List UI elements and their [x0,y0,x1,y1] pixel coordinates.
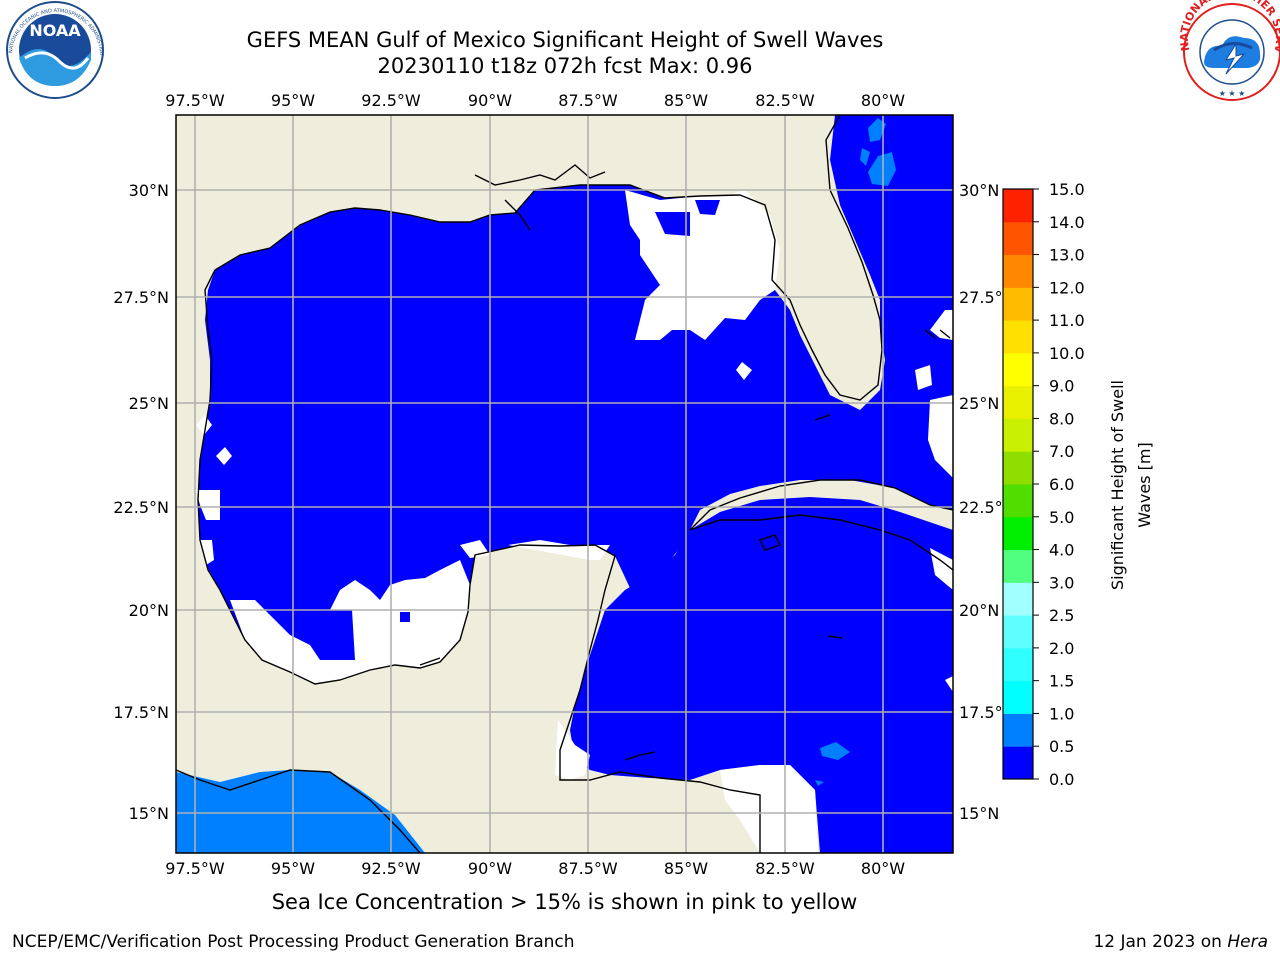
colorbar-tick-label: 10.0 [1049,344,1085,363]
colorbar-segment [1003,582,1033,616]
colorbar-segment [1003,484,1033,518]
forecast-subtitle: 20230110 t18z 072h fcst Max: 0.96 [377,54,753,78]
machine-name: Hera [1227,932,1268,952]
colorbar-tick-label: 1.5 [1049,672,1074,691]
lat-labels-left: 30°N 27.5°N 25°N 22.5°N 20°N 17.5°N 15°N [113,181,169,823]
lat-label: 27.5°N [959,288,1015,307]
colorbar-segment [1003,320,1033,354]
map-frame [175,114,954,854]
colorbar-tick-label: 9.0 [1049,377,1074,396]
lat-label: 17.5°N [113,703,169,722]
svg-text:NATIONAL WEATHER SERVICE: NATIONAL WEATHER SERVICE [0,0,1280,55]
colorbar-label-line2: Waves [m] [1135,442,1154,527]
colorbar-segment [1003,189,1033,223]
svg-text:★ ★ ★: ★ ★ ★ [1219,89,1246,98]
lat-label: 15°N [959,804,999,823]
lon-labels-top: 97.5°W 95°W 92.5°W 90°W 87.5°W 85°W 82.5… [165,91,905,110]
colorbar-tick-label: 5.0 [1049,508,1074,527]
lat-label: 20°N [129,601,169,620]
colorbar-tick-label: 14.0 [1049,213,1085,232]
lon-label: 90°W [468,859,512,878]
caribbean-swell-field [570,497,953,853]
lat-label: 22.5°N [113,498,169,517]
colorbar: 0.0 0.5 1.0 1.5 2.0 2.5 3.0 4.0 5.0 6.0 7.0 8.0 9.0 1… [1002,180,1085,789]
lon-label: 97.5°W [165,91,225,110]
colorbar-tick-label: 1.0 [1049,704,1074,723]
colorbar-tick-label: 12.0 [1049,278,1085,297]
colorbar-tick-label: 4.0 [1049,541,1074,560]
colorbar-tick-label: 11.0 [1049,311,1085,330]
no-data-patches-east [555,310,953,853]
colorbar-tick-label: 0.5 [1049,737,1074,756]
colorbar-segment [1003,287,1033,321]
lon-label: 82.5°W [755,859,815,878]
lat-label: 25°N [959,394,999,413]
nws-ring-text: NATIONAL WEATHER SERVICE [0,0,1280,55]
lat-label: 30°N [129,181,169,200]
nws-logo: NATIONAL WEATHER SERVICE ★ ★ ★ [0,0,1280,101]
colorbar-tick-label: 2.0 [1049,639,1074,658]
colorbar-segment [1003,549,1033,583]
colorbar-tick-label: 2.5 [1049,606,1074,625]
lon-label: 80°W [861,859,905,878]
colorbar-segment [1003,713,1033,747]
lon-label: 92.5°W [361,859,421,878]
lon-label: 85°W [664,91,708,110]
lon-labels-bottom: 97.5°W 95°W 92.5°W 90°W 87.5°W 85°W 82.5… [165,859,905,878]
no-data-patches [196,190,780,684]
colorbar-tick-label: 6.0 [1049,475,1074,494]
colorbar-segment [1003,221,1033,256]
lon-label: 95°W [271,91,315,110]
colorbar-segment [1003,680,1033,714]
colorbar-segment [1003,746,1033,780]
coastlines [176,115,953,853]
lon-label: 80°W [861,91,905,110]
colorbar-tick-label: 7.0 [1049,442,1074,461]
lat-label: 15°N [129,804,169,823]
colorbar-segment [1003,385,1033,419]
colorbar-segment [1003,418,1033,452]
colorbar-tick-label: 3.0 [1049,573,1074,592]
colorbar-segment [1003,352,1033,387]
lon-label: 90°W [468,91,512,110]
lat-label: 25°N [129,394,169,413]
lon-label: 87.5°W [558,91,618,110]
colorbar-tick-label: 15.0 [1049,180,1085,199]
lon-label: 87.5°W [558,859,618,878]
colorbar-segment [1003,254,1033,288]
noaa-logo-text: NOAA [29,21,81,40]
lon-label: 85°W [664,859,708,878]
date-stamp: 12 Jan 2023 on Hera [1093,932,1268,952]
colorbar-segment [1003,615,1033,649]
colorbar-segment [1003,516,1033,551]
colorbar-tick-label: 8.0 [1049,409,1074,428]
lat-label: 22.5°N [959,498,1015,517]
lat-label: 27.5°N [113,288,169,307]
lon-label: 97.5°W [165,859,225,878]
map-title: GEFS MEAN Gulf of Mexico Significant Hei… [246,28,884,52]
colorbar-segment [1003,647,1033,682]
lat-label: 30°N [959,181,999,200]
sea-ice-note: Sea Ice Concentration > 15% is shown in … [271,890,858,914]
credit-text: NCEP/EMC/Verification Post Processing Pr… [12,932,575,952]
lon-label: 92.5°W [361,91,421,110]
map-area [176,115,953,853]
lat-label: 20°N [959,601,999,620]
colorbar-tick-label: 0.0 [1049,770,1074,789]
swell-0-5m-patches [176,118,896,853]
lon-label: 82.5°W [755,91,815,110]
colorbar-tick-label: 13.0 [1049,246,1085,265]
lat-labels-right: 30°N 27.5°N 25°N 22.5°N 20°N 17.5°N 15°N [959,181,1015,823]
lat-label: 17.5°N [959,703,1015,722]
colorbar-label-line1: Significant Height of Swell [1108,380,1127,590]
graticule [176,115,953,853]
lon-label: 95°W [271,859,315,878]
noaa-logo: NOAA NATIONAL OCEANIC AND ATMOSPHERIC AD… [0,0,104,99]
colorbar-segment [1003,451,1033,485]
